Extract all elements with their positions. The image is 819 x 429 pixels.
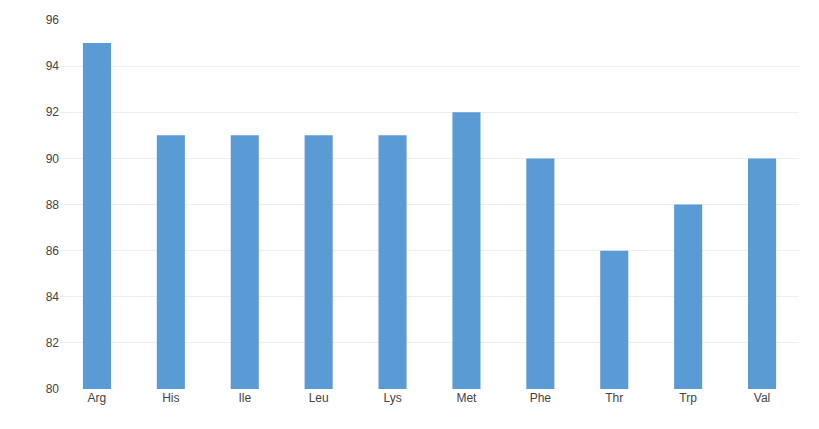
- svg-text:88: 88: [46, 198, 60, 212]
- svg-text:80: 80: [46, 382, 60, 396]
- svg-text:Lys: Lys: [383, 391, 401, 405]
- svg-text:Val: Val: [754, 391, 770, 405]
- svg-text:Ile: Ile: [238, 391, 251, 405]
- svg-text:Phe: Phe: [530, 391, 552, 405]
- svg-text:Arg: Arg: [88, 391, 107, 405]
- svg-text:86: 86: [46, 244, 60, 258]
- svg-text:90: 90: [46, 152, 60, 166]
- svg-text:92: 92: [46, 105, 60, 119]
- svg-text:94: 94: [46, 59, 60, 73]
- svg-text:82: 82: [46, 336, 60, 350]
- svg-text:Trp: Trp: [679, 391, 697, 405]
- svg-text:84: 84: [46, 290, 60, 304]
- svg-text:His: His: [162, 391, 179, 405]
- svg-text:96: 96: [46, 13, 60, 27]
- svg-text:Thr: Thr: [605, 391, 623, 405]
- svg-text:Met: Met: [456, 391, 477, 405]
- svg-text:Leu: Leu: [309, 391, 329, 405]
